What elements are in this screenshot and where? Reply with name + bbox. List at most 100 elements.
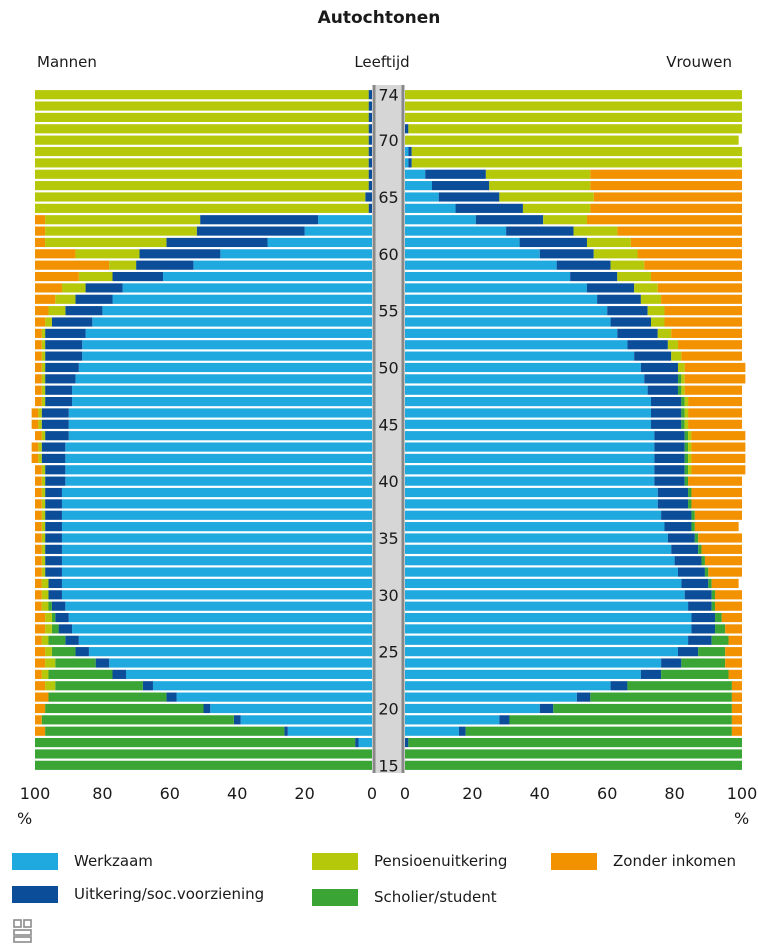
bar-mannen-scholier-25 [51, 647, 76, 657]
bar-vrouwen-pensioen-66 [489, 181, 591, 191]
x-tick-left-0: 0 [367, 784, 377, 803]
bar-vrouwen-zonder-58 [651, 271, 742, 282]
bar-mannen-zonder-24 [35, 658, 46, 668]
bar-mannen-pensioen-62 [45, 226, 197, 236]
bar-mannen-werkzaam-59 [193, 260, 372, 270]
bar-mannen-werkzaam-52 [82, 340, 373, 350]
bar-vrouwen-werkzaam-31 [405, 578, 682, 589]
bar-mannen-uitkering-40 [45, 476, 66, 486]
bar-vrouwen-uitkering-31 [681, 578, 709, 589]
bar-mannen-werkzaam-25 [88, 647, 373, 657]
bar-vrouwen-werkzaam-40 [405, 476, 655, 486]
bar-vrouwen-zonder-19 [731, 715, 742, 725]
bar-mannen-uitkering-33 [45, 556, 62, 566]
bar-vrouwen-werkzaam-21 [405, 692, 577, 702]
bar-vrouwen-scholier-24 [681, 658, 726, 668]
x-tick-left-40: 40 [227, 784, 247, 803]
bar-mannen-pensioen-67 [35, 169, 369, 179]
bar-vrouwen-uitkering-26 [688, 635, 712, 645]
bar-mannen-pensioen-36 [41, 522, 46, 532]
bar-vrouwen-zonder-62 [617, 226, 742, 236]
bar-vrouwen-uitkering-67 [425, 169, 486, 179]
bar-mannen-uitkering-70 [368, 135, 372, 145]
bar-mannen-zonder-27 [35, 624, 46, 634]
bar-vrouwen-werkzaam-56 [405, 294, 598, 304]
bar-vrouwen-pensioen-43 [688, 442, 692, 452]
bar-vrouwen-zonder-21 [731, 692, 742, 702]
bar-vrouwen-scholier-37 [691, 510, 695, 520]
bar-mannen-uitkering-51 [45, 351, 83, 361]
bar-vrouwen-pensioen-71 [408, 124, 742, 134]
bar-mannen-pensioen-49 [41, 374, 46, 384]
bar-vrouwen-zonder-55 [664, 306, 742, 316]
bar-mannen-zonder-30 [35, 590, 42, 600]
bar-vrouwen-zonder-54 [664, 317, 742, 327]
bar-mannen-uitkering-43 [41, 442, 66, 452]
bar-vrouwen-uitkering-62 [506, 226, 574, 236]
bar-vrouwen-uitkering-69 [408, 146, 412, 157]
bar-mannen-zonder-36 [35, 522, 42, 532]
legend-label-pensioen: Pensioenuitkering [374, 852, 508, 870]
bar-vrouwen-zonder-42 [691, 453, 746, 463]
bar-vrouwen-zonder-44 [691, 431, 746, 441]
bar-mannen-uitkering-47 [45, 397, 73, 407]
legend-swatch-scholier [312, 888, 358, 906]
age-tick-label-65: 65 [378, 188, 398, 207]
bar-vrouwen-zonder-38 [691, 499, 742, 509]
bar-vrouwen-scholier-17 [408, 738, 742, 748]
bar-mannen-scholier-17 [35, 738, 356, 748]
legend-item-zonder: Zonder inkomen [551, 852, 736, 870]
bar-mannen-uitkering-29 [51, 601, 66, 611]
bar-mannen-pensioen-39 [41, 487, 46, 498]
bar-mannen-zonder-55 [35, 306, 49, 316]
bar-mannen-pensioen-57 [61, 283, 86, 293]
bar-vrouwen-zonder-29 [715, 601, 742, 611]
bar-vrouwen-zonder-37 [694, 510, 742, 520]
bar-mannen-werkzaam-40 [65, 476, 372, 486]
age-tick-label-20: 20 [378, 700, 398, 719]
bar-vrouwen-zonder-65 [593, 192, 742, 202]
age-tick-label-25: 25 [378, 643, 398, 662]
bar-vrouwen-werkzaam-19 [405, 715, 500, 725]
bar-vrouwen-scholier-39 [688, 487, 692, 498]
bar-mannen-pensioen-50 [41, 362, 46, 373]
bar-mannen-zonder-31 [35, 578, 42, 589]
bar-vrouwen-pensioen-44 [688, 431, 692, 441]
bar-mannen-werkzaam-51 [82, 351, 373, 361]
bar-mannen-zonder-19 [35, 715, 42, 725]
bar-vrouwen-uitkering-63 [475, 215, 544, 225]
bar-vrouwen-pensioen-65 [499, 192, 594, 202]
bar-mannen-uitkering-41 [45, 465, 66, 475]
bar-vrouwen-pensioen-48 [681, 385, 685, 395]
bar-vrouwen-zonder-43 [691, 442, 746, 452]
bar-mannen-uitkering-39 [45, 487, 62, 498]
bar-vrouwen-zonder-45 [688, 419, 742, 429]
bar-mannen-pensioen-55 [48, 306, 66, 316]
bar-vrouwen-werkzaam-24 [405, 658, 662, 668]
bar-mannen-uitkering-34 [45, 544, 62, 554]
bar-mannen-werkzaam-21 [176, 692, 372, 702]
bar-mannen-uitkering-17 [355, 738, 359, 748]
bar-vrouwen-scholier-32 [704, 567, 709, 577]
bar-mannen-zonder-51 [35, 351, 42, 361]
bar-mannen-zonder-42 [31, 453, 39, 463]
bar-vrouwen-zonder-61 [630, 237, 742, 248]
bar-mannen-uitkering-38 [45, 499, 62, 509]
bar-vrouwen-werkzaam-30 [405, 590, 685, 600]
bar-vrouwen-pensioen-60 [593, 249, 638, 259]
bar-vrouwen-werkzaam-46 [405, 408, 652, 418]
bar-vrouwen-pensioen-46 [684, 408, 689, 418]
bar-vrouwen-werkzaam-44 [405, 431, 655, 441]
bar-vrouwen-uitkering-50 [640, 362, 678, 373]
bar-vrouwen-uitkering-56 [597, 294, 641, 304]
bar-vrouwen-werkzaam-38 [405, 499, 658, 509]
bar-mannen-scholier-21 [48, 692, 167, 702]
bar-vrouwen-scholier-23 [661, 669, 729, 679]
bar-vrouwen-zonder-30 [715, 590, 742, 600]
bar-mannen-scholier-19 [41, 715, 234, 725]
bar-mannen-scholier-26 [48, 635, 66, 645]
bar-vrouwen-scholier-46 [681, 408, 685, 418]
bar-mannen-pensioen-34 [41, 544, 46, 554]
bar-vrouwen-uitkering-38 [657, 499, 689, 509]
bar-mannen-zonder-37 [35, 510, 42, 520]
